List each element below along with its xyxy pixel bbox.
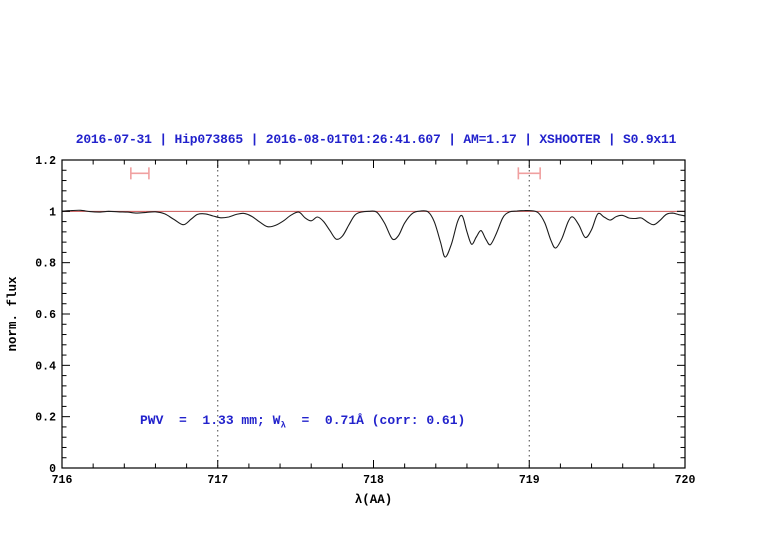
x-tick-label: 716 xyxy=(52,474,73,487)
y-tick-label: 0 xyxy=(49,463,56,476)
y-tick-label: 0.8 xyxy=(35,258,56,271)
x-tick-label: 718 xyxy=(363,474,384,487)
pwv-annotation-prefix: PWV = 1.33 mm; W xyxy=(140,413,281,428)
x-tick-label: 720 xyxy=(675,474,696,487)
x-tick-label: 717 xyxy=(207,474,228,487)
pwv-annotation: PWV = 1.33 mm; Wλ = 0.71Å (corr: 0.61) xyxy=(140,413,465,431)
spectrum-line xyxy=(61,209,686,258)
y-tick-label: 0.4 xyxy=(35,360,56,373)
pwv-annotation-suffix: = 0.71Å (corr: 0.61) xyxy=(285,413,466,428)
window-marker xyxy=(130,167,150,180)
y-tick-label: 0.2 xyxy=(35,412,56,425)
plot-title: 2016-07-31 | Hip073865 | 2016-08-01T01:2… xyxy=(75,132,677,147)
y-tick-label: 0.6 xyxy=(35,309,56,322)
y-axis-label: norm. flux xyxy=(6,276,20,352)
y-tick-label: 1 xyxy=(49,206,56,219)
window-marker xyxy=(517,167,541,180)
x-axis-label: λ(AA) xyxy=(355,493,393,507)
x-tick-label: 719 xyxy=(519,474,540,487)
y-tick-label: 1.2 xyxy=(35,155,56,168)
pwv-annotation-subscript: λ xyxy=(280,419,286,431)
